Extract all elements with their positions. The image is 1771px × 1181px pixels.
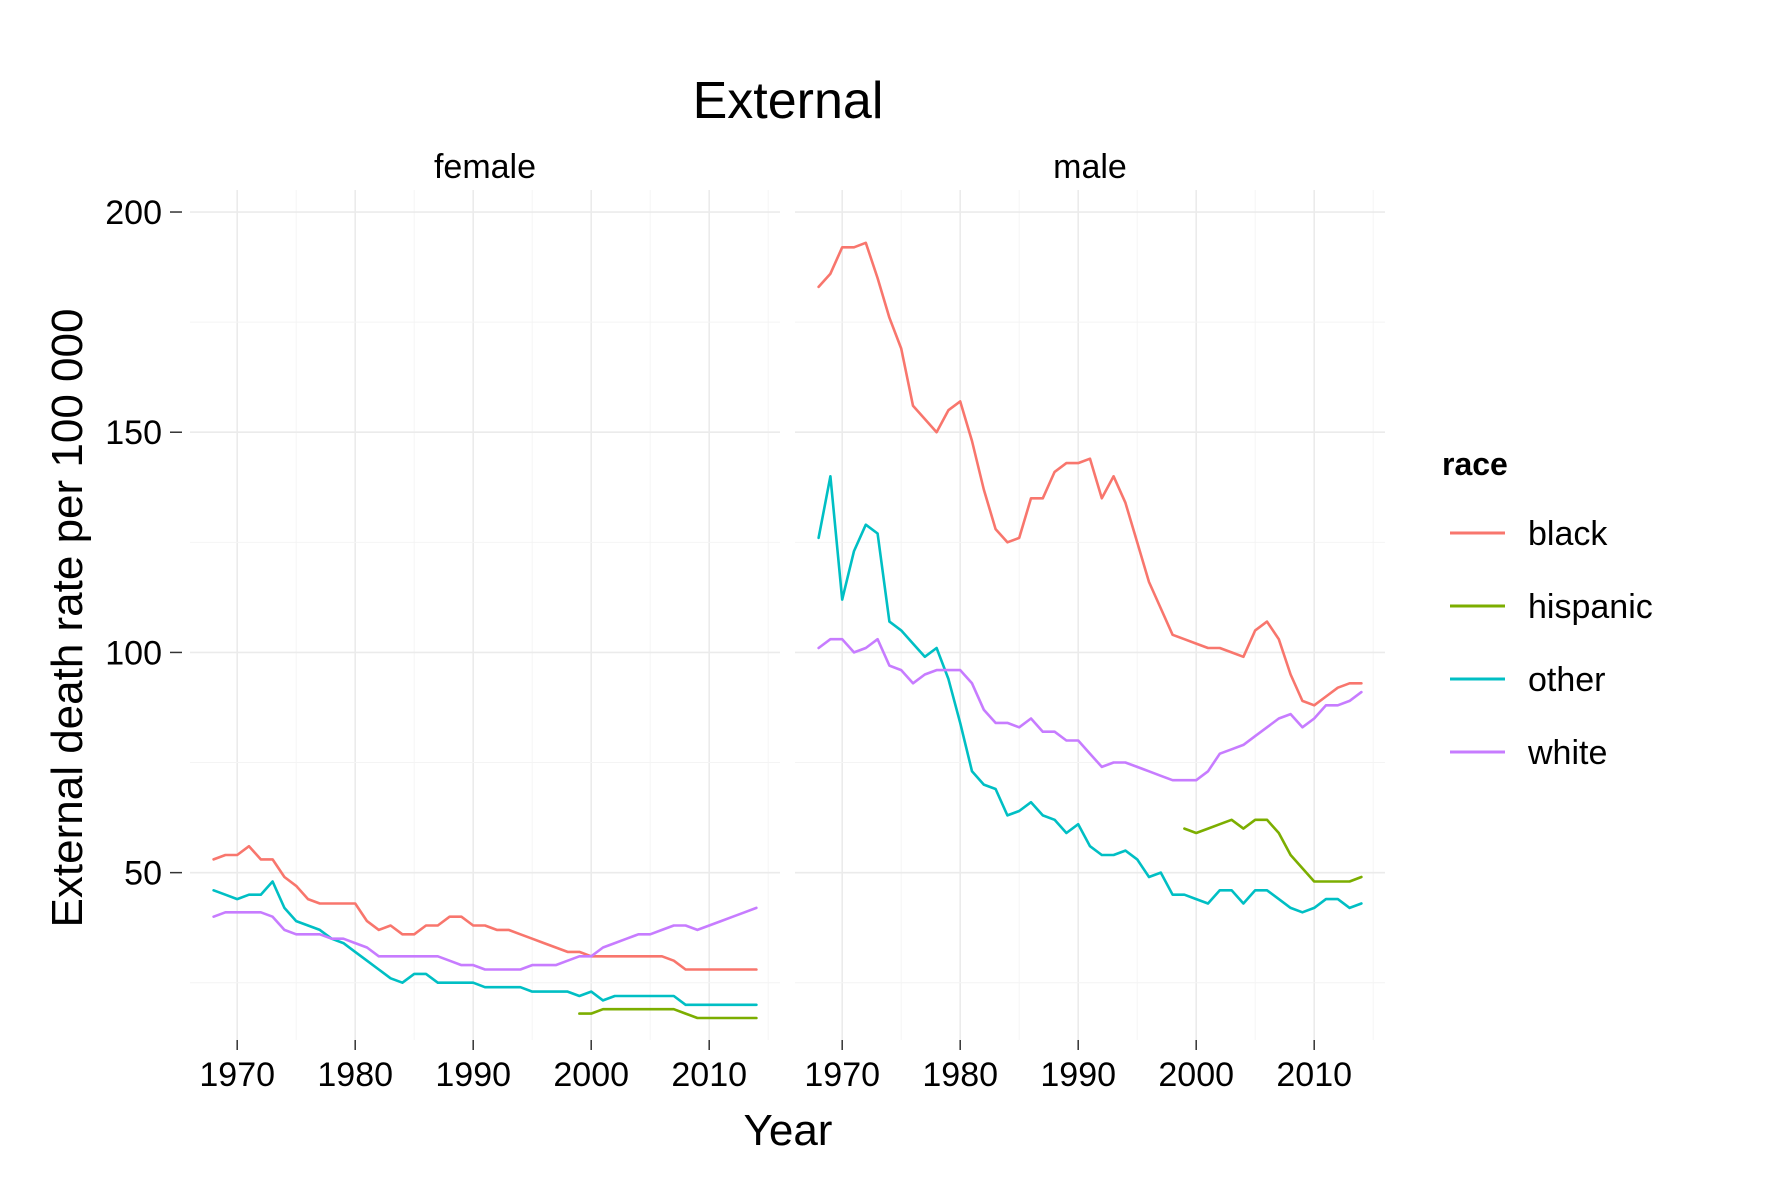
x-tick-label: 2010 (671, 1056, 747, 1094)
x-tick-label: 1980 (922, 1056, 998, 1094)
x-tick-label: 1970 (199, 1056, 275, 1094)
legend-item-other: other (1450, 661, 1606, 699)
legend-label: black (1528, 515, 1608, 553)
legend-item-black: black (1450, 515, 1608, 553)
x-axis-female: 1970 1980 1990 2000 2010 (199, 1040, 747, 1094)
x-tick-label: 1990 (1040, 1056, 1116, 1094)
chart-title: External (693, 72, 884, 130)
legend-item-white: white (1450, 734, 1607, 772)
y-tick-label: 150 (105, 414, 162, 452)
legend-label: other (1528, 661, 1606, 699)
y-tick-label: 200 (105, 194, 162, 232)
panel-female: female 1970 1980 1990 2000 2010 (190, 148, 780, 1094)
legend-label: white (1527, 734, 1607, 772)
legend-items: black hispanic other white (1450, 515, 1653, 772)
legend: race black hispanic other white (1442, 446, 1653, 772)
series-line-male-white (817, 637, 1363, 782)
y-axis: 50 100 150 200 (105, 194, 182, 893)
y-tick-label: 50 (124, 855, 162, 893)
panel-strip-label: female (434, 148, 536, 186)
series-line-female-black (212, 844, 758, 971)
x-tick-label: 1980 (317, 1056, 393, 1094)
y-tick-label: 100 (105, 634, 162, 672)
series-line-female-other (212, 880, 758, 1007)
series-line-male-black (817, 241, 1363, 707)
x-tick-label: 2000 (1158, 1056, 1234, 1094)
x-tick-label: 2010 (1276, 1056, 1352, 1094)
x-tick-label: 2000 (553, 1056, 629, 1094)
series-line-female-hispanic (578, 1007, 758, 1020)
panel-grid (190, 190, 780, 1040)
series-line-male-hispanic (1183, 818, 1363, 883)
legend-title: race (1442, 446, 1508, 482)
panel-strip-label: male (1053, 148, 1127, 186)
x-tick-label: 1990 (435, 1056, 511, 1094)
legend-item-hispanic: hispanic (1450, 588, 1653, 626)
legend-label: hispanic (1528, 588, 1653, 626)
x-axis-male: 1970 1980 1990 2000 2010 (804, 1040, 1352, 1094)
x-tick-label: 1970 (804, 1056, 880, 1094)
y-axis-title: External death rate per 100 000 (43, 309, 92, 928)
panel-grid (795, 190, 1385, 1040)
series-line-female-white (212, 906, 758, 971)
x-axis-title: Year (744, 1106, 833, 1155)
series-line-male-other (817, 475, 1363, 914)
panel-male: male 1970 1980 1990 2000 2010 (795, 148, 1385, 1094)
